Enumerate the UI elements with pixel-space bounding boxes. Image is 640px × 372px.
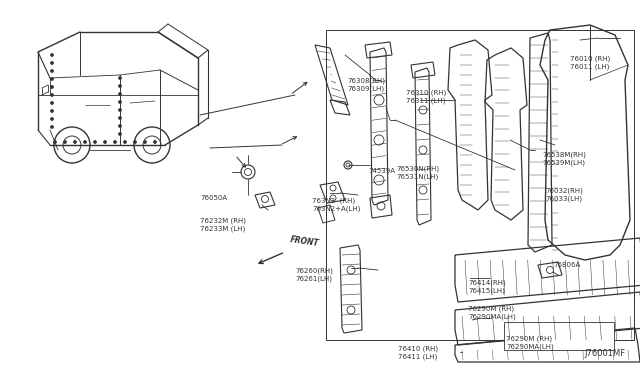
Text: J76001MF: J76001MF xyxy=(585,349,626,358)
Text: 76290M (RH)
76290MA(LH): 76290M (RH) 76290MA(LH) xyxy=(468,305,516,320)
Circle shape xyxy=(124,141,127,144)
Text: 76050A: 76050A xyxy=(200,195,227,201)
Circle shape xyxy=(51,70,54,73)
Bar xyxy=(326,30,634,340)
Circle shape xyxy=(51,77,54,80)
Text: 76032(RH)
76033(LH): 76032(RH) 76033(LH) xyxy=(545,188,583,202)
Text: 76530N(RH)
76531N(LH): 76530N(RH) 76531N(LH) xyxy=(396,165,439,180)
Text: 76538M(RH)
76539M(LH): 76538M(RH) 76539M(LH) xyxy=(542,152,586,167)
Circle shape xyxy=(118,109,122,112)
Circle shape xyxy=(54,141,56,144)
Circle shape xyxy=(104,141,106,144)
Circle shape xyxy=(83,141,86,144)
Circle shape xyxy=(93,141,97,144)
Circle shape xyxy=(118,116,122,119)
Circle shape xyxy=(51,61,54,64)
Text: 76260(RH)
76261(LH): 76260(RH) 76261(LH) xyxy=(295,268,333,282)
Text: 76290M (RH)
76290MA(LH): 76290M (RH) 76290MA(LH) xyxy=(506,335,554,350)
Bar xyxy=(504,322,614,350)
Circle shape xyxy=(154,141,157,144)
Text: 76308(RH)
76309(LH): 76308(RH) 76309(LH) xyxy=(347,78,385,93)
Circle shape xyxy=(51,54,54,57)
Text: 76232M (RH)
76233M (LH): 76232M (RH) 76233M (LH) xyxy=(200,218,246,232)
Circle shape xyxy=(118,132,122,135)
Text: 76806A: 76806A xyxy=(553,262,580,268)
Circle shape xyxy=(51,86,54,89)
Circle shape xyxy=(51,118,54,121)
Circle shape xyxy=(51,125,54,128)
Circle shape xyxy=(118,125,122,128)
Circle shape xyxy=(118,77,122,80)
Text: 76410 (RH)
76411 (LH): 76410 (RH) 76411 (LH) xyxy=(398,346,438,360)
Circle shape xyxy=(51,102,54,105)
Circle shape xyxy=(118,93,122,96)
Circle shape xyxy=(134,141,136,144)
Text: 74539A: 74539A xyxy=(368,168,395,174)
Text: FRONT: FRONT xyxy=(290,235,320,248)
Circle shape xyxy=(118,84,122,87)
Circle shape xyxy=(51,109,54,112)
Circle shape xyxy=(118,100,122,103)
Circle shape xyxy=(74,141,77,144)
Text: 763N2  (RH)
763N2+A(LH): 763N2 (RH) 763N2+A(LH) xyxy=(312,198,360,212)
Text: 76310 (RH)
76311 (LH): 76310 (RH) 76311 (LH) xyxy=(406,90,446,105)
Circle shape xyxy=(63,141,67,144)
Text: 76010 (RH)
76011 (LH): 76010 (RH) 76011 (LH) xyxy=(570,55,611,70)
Circle shape xyxy=(143,141,147,144)
Circle shape xyxy=(51,93,54,96)
Text: 76414(RH)
76415(LH): 76414(RH) 76415(LH) xyxy=(468,280,506,295)
Circle shape xyxy=(113,141,116,144)
